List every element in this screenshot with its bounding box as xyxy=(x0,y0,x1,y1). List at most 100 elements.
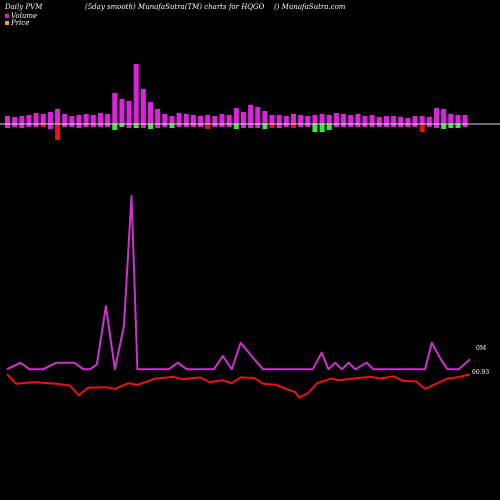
volume-bar-down xyxy=(176,124,182,127)
volume-bar-up xyxy=(419,116,425,124)
volume-bar-up xyxy=(283,116,289,124)
volume-bar-down xyxy=(126,124,132,128)
volume-bar-down xyxy=(305,124,311,127)
volume-bar-up xyxy=(233,108,239,124)
volume-bar-down xyxy=(62,124,68,127)
volume-bar-down xyxy=(69,124,75,127)
volume-bar-up xyxy=(276,115,282,124)
volume-bar-up xyxy=(462,115,468,124)
volume-bar-up xyxy=(33,113,39,124)
volume-bar-down xyxy=(383,124,389,127)
volume-bar-down xyxy=(341,124,347,127)
volume-bar-up xyxy=(333,113,339,124)
volume-bar-up xyxy=(47,112,53,124)
volume-bar-up xyxy=(298,115,304,124)
chart-title: (5day smooth) MunafaSutra(TM) charts for… xyxy=(85,3,265,11)
volume-bar-down xyxy=(112,124,118,130)
volume-bar-down xyxy=(276,124,282,128)
volume-bar-up xyxy=(205,115,211,124)
legend-price-label: Price xyxy=(11,19,30,27)
volume-bar-down xyxy=(434,124,439,128)
volume-bar-down xyxy=(105,124,111,127)
volume-bar-up xyxy=(269,115,275,124)
legend-volume-swatch xyxy=(5,14,9,18)
volume-bar-down xyxy=(148,124,153,129)
legend-volume: Volume xyxy=(5,12,37,20)
price-end-label: 60.93 xyxy=(472,369,490,376)
site-credit: () MunafaSutra.com xyxy=(274,3,346,11)
volume-bar-up xyxy=(55,109,61,124)
volume-bar-up xyxy=(176,113,182,124)
volume-bar-up xyxy=(291,114,296,124)
volume-bar-down xyxy=(248,124,254,128)
volume-bar-up xyxy=(412,116,418,124)
volume-bar-down xyxy=(405,124,411,127)
volume-bar-up xyxy=(455,115,461,124)
volume-bar-up xyxy=(155,109,161,124)
volume-bar-up xyxy=(426,117,432,124)
volume-bar-down xyxy=(319,124,325,132)
volume-series-line xyxy=(6,195,471,371)
volume-bar-down xyxy=(262,124,268,129)
volume-bar-up xyxy=(312,115,318,124)
volume-bar-up xyxy=(391,116,397,124)
volume-bar-down xyxy=(155,124,161,128)
volume-bar-down xyxy=(298,124,304,127)
volume-bar-down xyxy=(226,124,232,127)
volume-bar-up xyxy=(19,116,25,124)
volume-bar-up xyxy=(441,109,447,124)
volume-end-label: 0M xyxy=(476,345,486,352)
volume-bar-up xyxy=(90,115,96,124)
volume-bar-down xyxy=(33,124,39,127)
volume-bar-down xyxy=(97,124,103,127)
volume-bar-up xyxy=(226,115,232,124)
volume-bar-down xyxy=(441,124,447,129)
legend-volume-label: Volume xyxy=(11,12,38,20)
volume-bar-up xyxy=(212,116,218,124)
volume-bar-down xyxy=(19,124,25,128)
volume-bar-up xyxy=(240,112,246,124)
volume-bar-down xyxy=(12,124,18,127)
volume-bar-down xyxy=(183,124,189,127)
volume-bar-up xyxy=(105,114,111,124)
volume-bar-down xyxy=(190,124,196,127)
volume-bar-up xyxy=(26,115,32,124)
volume-bar-up xyxy=(248,105,254,124)
volume-bar-down xyxy=(212,124,218,127)
volume-bar-up xyxy=(362,116,368,124)
volume-bar-down xyxy=(198,124,204,127)
volume-bar-down xyxy=(26,124,32,127)
volume-bar-up xyxy=(40,114,46,124)
volume-bar-up xyxy=(62,114,68,124)
volume-bar-up xyxy=(12,117,18,124)
price-series-line xyxy=(6,373,471,399)
volume-bar-up xyxy=(398,117,404,124)
legend-price-swatch xyxy=(5,21,9,25)
volume-bar-down xyxy=(240,124,246,128)
volume-bar-down xyxy=(219,124,225,127)
volume-bar-down xyxy=(205,124,211,129)
volume-bar-up xyxy=(190,115,196,124)
volume-bar-down xyxy=(133,124,139,128)
volume-bar-down xyxy=(169,124,175,128)
volume-bar-down xyxy=(412,124,418,127)
volume-bar-up xyxy=(348,115,354,124)
volume-bar-down xyxy=(233,124,239,129)
volume-bar-down xyxy=(448,124,454,128)
volume-bar-up xyxy=(341,114,347,124)
volume-bar-down xyxy=(462,124,468,127)
volume-bar-down xyxy=(426,124,432,127)
volume-bar-up xyxy=(405,118,411,124)
volume-bar-down xyxy=(47,124,53,129)
volume-bar-down xyxy=(90,124,96,127)
volume-bar-up xyxy=(112,93,118,124)
volume-bar-up xyxy=(169,116,175,124)
volume-bars xyxy=(5,64,468,140)
volume-bar-down xyxy=(119,124,125,127)
volume-bar-down xyxy=(76,124,82,128)
volume-bar-up xyxy=(183,114,189,124)
volume-bar-up xyxy=(83,114,89,124)
volume-bar-down xyxy=(398,124,404,127)
volume-bar-up xyxy=(69,116,75,124)
volume-bar-up xyxy=(126,101,132,124)
